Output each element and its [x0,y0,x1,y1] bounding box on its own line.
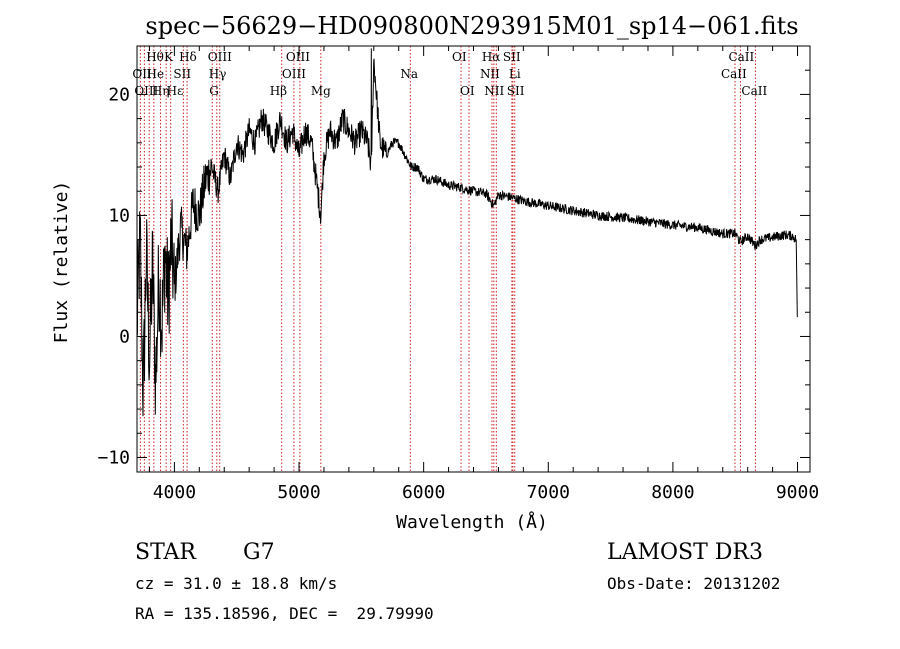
line-marker-label-15: Mg [311,84,331,98]
object-subclass: G7 [243,540,275,565]
line-marker-label-23: Li [509,67,521,81]
line-marker-label-7: SII [173,67,191,81]
line-marker-label-8: Hδ [179,50,197,64]
axis-tick-labels: 4000 5000 6000 7000 8000 9000 −10 0 10 20 [97,84,819,503]
line-marker-label-24: SII [507,84,525,98]
line-marker-label-22: SII [503,50,521,64]
emission-spike [370,48,373,155]
line-marker-label-25: CaII [721,67,747,81]
line-marker-label-10: Hγ [209,67,227,81]
line-marker-label-27: CaII [741,84,767,98]
line-marker-label-4: He [147,67,165,81]
line-marker-label-11: G [209,84,219,98]
line-marker-label-19: Hα [482,50,501,64]
redshift-text: cz = 31.0 ± 18.8 km/s [135,574,338,593]
line-marker-label-5: K [164,50,174,64]
line-marker-label-16: Na [400,67,418,81]
x-tick-label-3: 7000 [527,482,570,503]
x-axis-label: Wavelength (Å) [396,511,548,533]
line-marker-label-17: OI [452,50,467,64]
line-marker-label-0: Hθ [146,50,164,64]
line-marker-label-26: CaII [728,50,754,64]
chart-title: spec−56629−HD090800N293915M01_sp14−061.f… [145,12,798,40]
line-marker-label-3: Hη [152,84,170,98]
y-tick-label-2: 10 [108,205,130,226]
line-marker-label-13: OIII [286,50,310,64]
line-marker-label-12: Hβ [270,84,287,98]
survey-name: LAMOST DR3 [607,540,763,565]
line-marker-label-20: NII [480,67,500,81]
line-marker-label-18: OI [460,84,475,98]
spectrum-line [136,58,798,417]
line-marker-label-6: Hε [167,84,184,98]
x-tick-label-2: 6000 [402,482,445,503]
line-marker-label-21: NII [484,84,504,98]
x-tick-label-0: 4000 [153,482,196,503]
y-tick-label-3: 20 [108,84,130,105]
x-tick-label-5: 9000 [776,482,819,503]
object-class: STAR [135,540,196,565]
coordinates-text: RA = 135.18596, DEC = 29.79990 [135,604,434,623]
axis-ticks [137,45,810,472]
y-tick-label-1: 0 [119,326,130,347]
plot-frame [136,45,811,473]
y-axis-label: Flux (relative) [51,181,72,344]
line-markers [139,46,756,472]
line-marker-label-9: OIII [208,50,232,64]
x-tick-label-1: 5000 [277,482,320,503]
line-marker-label-14: OIII [282,67,306,81]
x-tick-label-4: 8000 [651,482,694,503]
obs-date: Obs-Date: 20131202 [607,574,781,593]
y-tick-label-0: −10 [97,447,130,468]
